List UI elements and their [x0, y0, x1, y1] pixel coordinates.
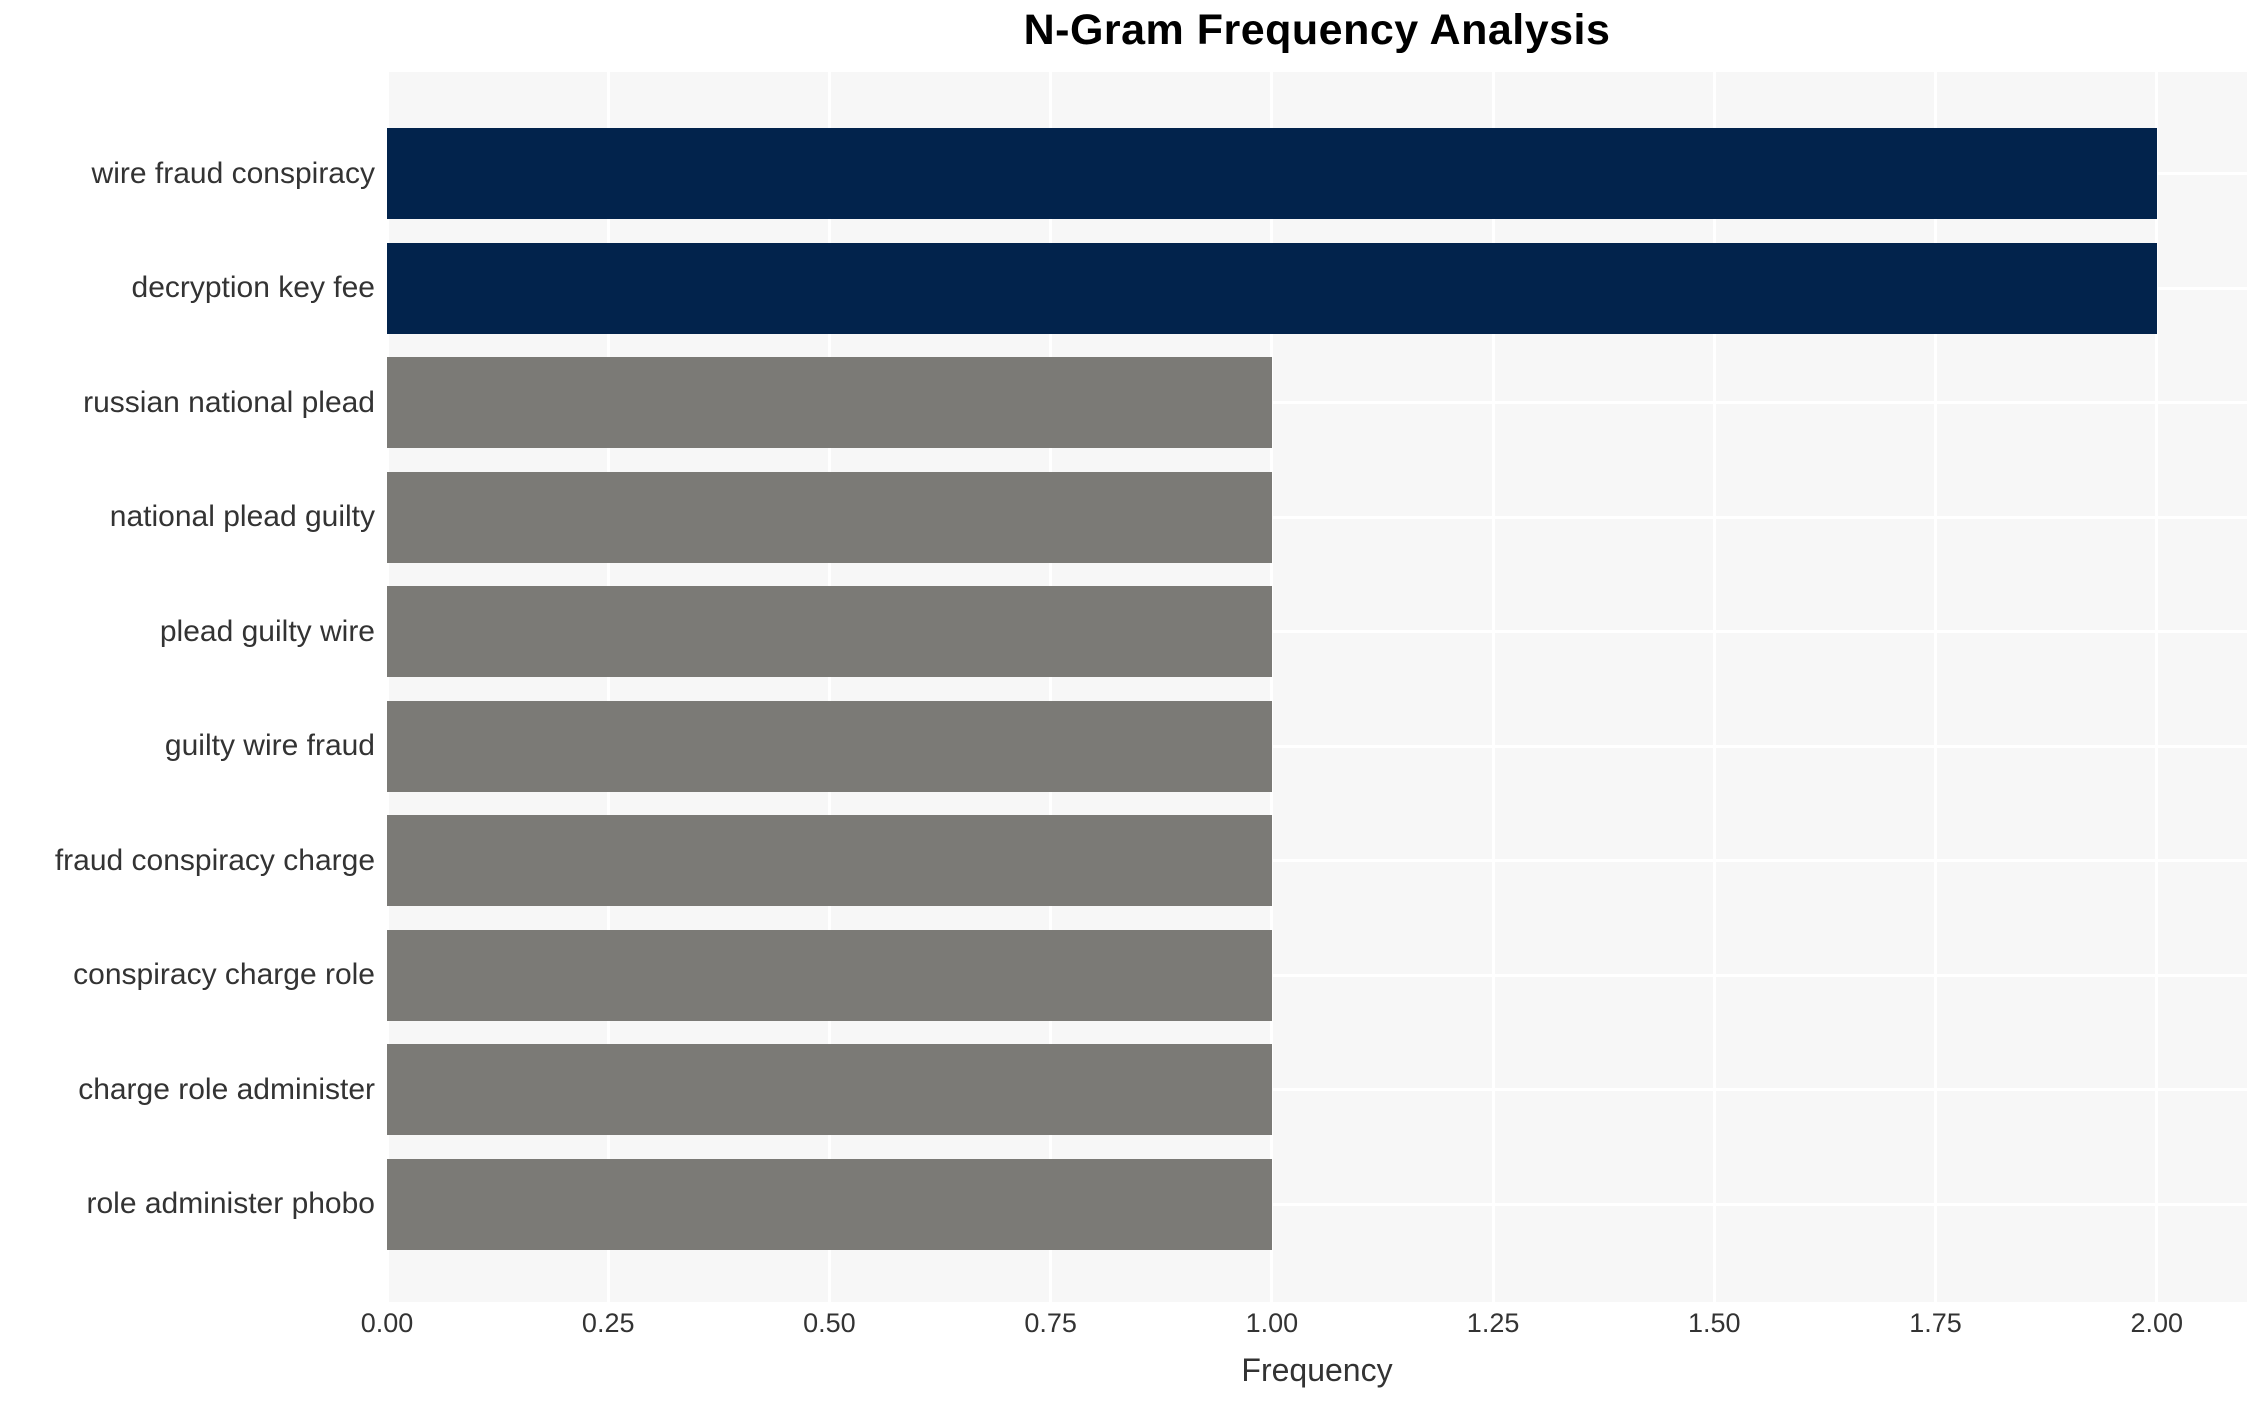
- bar-russian-national-plead: [387, 357, 1272, 449]
- gridline-vertical: [606, 72, 610, 1302]
- bar-conspiracy-charge-role: [387, 929, 1272, 1021]
- gridline-horizontal: [387, 744, 2247, 748]
- bar-fraud-conspiracy-charge: [387, 815, 1272, 907]
- gridline-horizontal: [387, 401, 2247, 405]
- x-tick-label: 0.25: [581, 1308, 635, 1338]
- category-label: conspiracy charge role: [73, 958, 375, 992]
- x-tick-label: 2.00: [2130, 1308, 2184, 1338]
- gridline-horizontal: [387, 859, 2247, 863]
- x-tick-label: 1.00: [1245, 1308, 1299, 1338]
- category-label: national plead guilty: [109, 500, 375, 534]
- bar-guilty-wire-fraud: [387, 700, 1272, 792]
- gridline-vertical: [387, 72, 389, 1302]
- gridline-vertical: [1712, 72, 1716, 1302]
- category-label: wire fraud conspiracy: [91, 156, 375, 190]
- gridline-horizontal: [387, 1088, 2247, 1092]
- x-axis-title: Frequency: [1241, 1352, 1393, 1388]
- bar-national-plead-guilty: [387, 471, 1272, 563]
- gridline-vertical: [1491, 72, 1495, 1302]
- x-tick-label: 1.75: [1909, 1308, 1962, 1338]
- category-label: role administer phobo: [86, 1187, 375, 1221]
- gridline-vertical: [2155, 72, 2159, 1302]
- gridline-vertical: [1270, 72, 1274, 1302]
- category-label: russian national plead: [83, 385, 375, 419]
- x-tick-label: 1.50: [1688, 1308, 1741, 1338]
- gridline-vertical: [1934, 72, 1938, 1302]
- plot-area: [387, 72, 2247, 1302]
- x-tick-label: 0.50: [803, 1308, 856, 1338]
- x-tick-label: 0.75: [1024, 1308, 1077, 1338]
- gridline-horizontal: [387, 1202, 2247, 1206]
- category-label: decryption key fee: [131, 271, 375, 305]
- gridline-horizontal: [387, 515, 2247, 519]
- chart-title: N-Gram Frequency Analysis: [1023, 6, 1611, 54]
- gridline-horizontal: [387, 973, 2247, 977]
- y-axis-category-labels: wire fraud conspiracy decryption key fee r…: [0, 72, 375, 1302]
- x-tick-label: 0.00: [360, 1308, 414, 1338]
- gridline-vertical: [827, 72, 831, 1302]
- bar-wire-fraud-conspiracy: [387, 128, 2157, 220]
- gridline-horizontal: [387, 630, 2247, 634]
- x-axis-tick-labels: 0.00 0.25 0.50 0.75 1.00 1.25 1.50 1.75 2.00: [0, 1308, 2265, 1348]
- bar-role-administer-phobo: [387, 1158, 1272, 1250]
- category-label: plead guilty wire: [159, 614, 375, 648]
- gridline-vertical: [1049, 72, 1053, 1302]
- category-label: charge role administer: [78, 1072, 375, 1106]
- bar-charge-role-administer: [387, 1044, 1272, 1136]
- bar-decryption-key-fee: [387, 242, 2157, 334]
- category-label: guilty wire fraud: [164, 729, 375, 763]
- category-label: fraud conspiracy charge: [54, 843, 375, 877]
- bar-plead-guilty-wire: [387, 586, 1272, 678]
- x-tick-label: 1.25: [1466, 1308, 1520, 1338]
